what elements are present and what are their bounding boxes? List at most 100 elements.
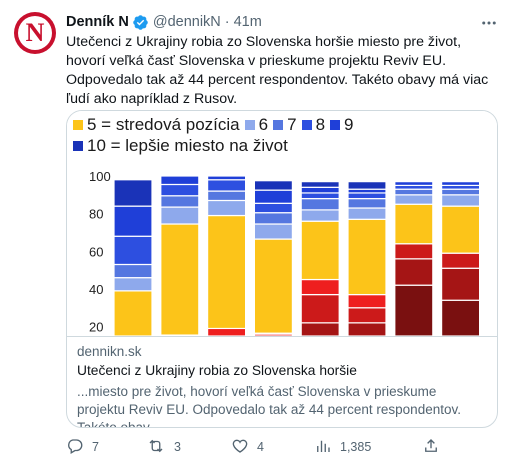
y-tick-label: 100 (89, 169, 111, 184)
verified-badge-icon (132, 14, 149, 31)
legend-label: 5 = stredová pozícia (87, 115, 240, 134)
views-chart-icon (314, 437, 332, 458)
link-card[interactable]: 5 = stredová pozícia 6 7 8 9 10 = lepšie mie… (66, 110, 498, 428)
retweet-button[interactable]: 3 (146, 434, 181, 460)
bar-segment (253, 202, 293, 214)
bar-segment (207, 214, 247, 330)
bar-segment (394, 181, 434, 187)
bar-stack (300, 181, 340, 336)
card-description: ...miesto pre život, hovorí veľká časť S… (77, 384, 461, 428)
bar-segment (347, 207, 387, 220)
bar-segment (160, 223, 200, 336)
avatar[interactable]: N (14, 12, 56, 54)
bar-segment (113, 290, 153, 336)
bar-segment (441, 188, 481, 196)
bar-segment (253, 180, 293, 191)
bar-segment (207, 190, 247, 202)
bar-segment (347, 192, 387, 200)
bar-segment (300, 293, 340, 324)
legend-item: 6 (244, 115, 268, 135)
legend-swatch (73, 141, 83, 151)
legend-swatch (330, 120, 341, 130)
reply-button[interactable]: 7 (66, 434, 99, 460)
bar-segment (394, 258, 434, 286)
stacked-bar-chart: 100 80 60 40 20 (89, 169, 481, 336)
bar-segment (441, 205, 481, 254)
legend-label: 9 (344, 115, 354, 134)
legend-swatch (73, 120, 83, 130)
legend-label: 8 (315, 115, 326, 134)
reply-icon (66, 437, 84, 458)
legend-item: 5 = stredová pozícia (73, 115, 240, 135)
avatar-logo: N (18, 16, 52, 50)
bar-segment (300, 197, 340, 211)
bar-segment (394, 194, 434, 205)
bar-segment (394, 284, 434, 336)
bar-stack (113, 179, 153, 336)
timestamp[interactable]: 41m (233, 14, 262, 30)
bar-segment (347, 197, 387, 209)
bar-segment (253, 189, 293, 204)
bar-segment (300, 322, 340, 336)
card-title: Utečenci z Ukrajiny robia zo Slovenska h… (77, 363, 357, 378)
bar-segment (253, 223, 293, 240)
bar-segment (113, 205, 153, 237)
card-divider (67, 336, 497, 337)
bar-segment (441, 267, 481, 301)
chart-legend-row-1: 5 = stredová pozícia 6 7 8 9 (73, 115, 359, 135)
y-tick-label: 20 (89, 320, 103, 335)
bar-stack (160, 175, 200, 336)
bar-segment (347, 322, 387, 336)
chart-image: 5 = stredová pozícia 6 7 8 9 10 = lepšie mie… (67, 111, 497, 336)
bar-segment (347, 307, 387, 324)
tweet-text: Utečenci z Ukrajiny robia zo Slovenska h… (66, 34, 489, 107)
bar-stack (207, 175, 247, 336)
share-button[interactable] (422, 434, 440, 460)
bar-segment (300, 209, 340, 222)
y-tick-label: 60 (89, 244, 103, 259)
y-tick-label: 80 (89, 207, 103, 222)
bar-segment (441, 194, 481, 207)
bar-segment (441, 181, 481, 187)
bar-stack (441, 181, 481, 336)
bar-segment (253, 238, 293, 334)
share-icon (422, 437, 440, 458)
bar-segment (300, 278, 340, 296)
bar-segment (394, 243, 434, 260)
bar-segment (300, 220, 340, 281)
bar-segment (300, 186, 340, 194)
views-button[interactable]: 1,385 (314, 434, 371, 460)
bar-segment (441, 252, 481, 269)
bar-stack (394, 181, 434, 336)
legend-item: 9 (330, 115, 354, 135)
bar-segment (394, 188, 434, 196)
author-handle[interactable]: @dennikN (152, 14, 221, 30)
like-count: 4 (257, 440, 264, 454)
legend-swatch (273, 120, 284, 130)
tweet-header: Denník N @dennikN · 41m (66, 12, 262, 32)
reply-count: 7 (92, 440, 99, 454)
legend-item: 8 (301, 115, 326, 135)
author-name[interactable]: Denník N (66, 14, 129, 30)
legend-item: 10 = lepšie miesto na život (73, 136, 288, 156)
like-button[interactable]: 4 (231, 434, 264, 460)
bar-segment (113, 277, 153, 292)
bar-segment (347, 181, 387, 190)
bar-segment (113, 179, 153, 207)
views-count: 1,385 (340, 440, 372, 454)
bar-segment (347, 293, 387, 309)
bar-segment (113, 235, 153, 266)
separator-dot: · (224, 14, 230, 30)
bar-segment (207, 179, 247, 192)
bar-segment (160, 206, 200, 225)
retweet-icon (146, 437, 166, 458)
card-domain: dennikn.sk (77, 344, 142, 359)
legend-label: 7 (287, 115, 297, 134)
heart-icon (231, 437, 249, 458)
bar-segment (207, 199, 247, 217)
bar-stack (253, 180, 293, 336)
y-tick-label: 40 (89, 282, 103, 297)
more-dots-icon[interactable] (480, 14, 498, 37)
legend-item: 7 (273, 115, 297, 135)
